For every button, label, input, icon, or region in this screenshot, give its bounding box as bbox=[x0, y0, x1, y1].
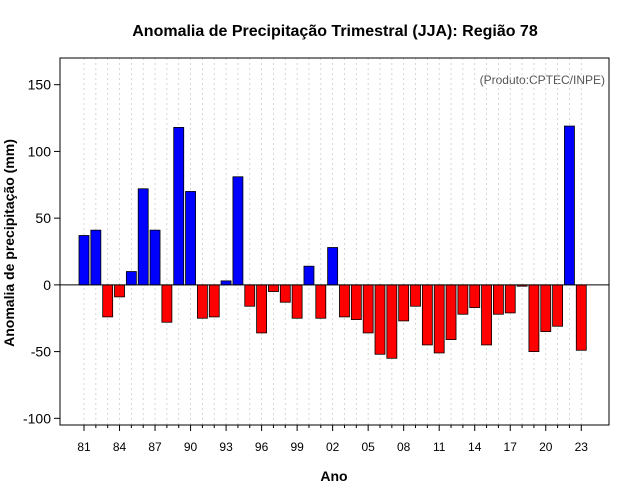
grid-lines bbox=[83, 58, 582, 425]
plot-frame bbox=[59, 57, 610, 426]
bar-2010 bbox=[421, 284, 433, 346]
x-tick-label: 84 bbox=[113, 440, 127, 454]
chart-title: Anomalia de Precipitação Trimestral (JJA… bbox=[132, 23, 538, 40]
bar-1995 bbox=[244, 284, 256, 307]
bar-1999 bbox=[291, 284, 303, 319]
x-tick-label: 87 bbox=[148, 440, 162, 454]
bar-1986 bbox=[137, 188, 149, 286]
bar-2014 bbox=[469, 284, 481, 308]
bar-2001 bbox=[315, 284, 327, 319]
x-axis: 81 84 87 90 93 96 99 02 05 08 11 14 17 20 23 bbox=[77, 425, 588, 454]
bar-1988 bbox=[161, 284, 173, 323]
bar-2013 bbox=[457, 284, 469, 315]
y-tick-label: 50 bbox=[35, 210, 51, 226]
x-tick-label: 99 bbox=[290, 440, 304, 454]
bar-1985 bbox=[125, 271, 137, 286]
bar-1990 bbox=[185, 191, 196, 286]
bar-1982 bbox=[90, 229, 102, 286]
x-tick-label: 14 bbox=[468, 440, 482, 454]
x-tick-label: 96 bbox=[255, 440, 269, 454]
x-tick-label: 93 bbox=[219, 440, 233, 454]
y-tick-label: -50 bbox=[31, 344, 51, 360]
bar-1998 bbox=[279, 284, 291, 303]
bar-2002 bbox=[327, 247, 339, 286]
y-axis-label: Anomalia de precipitação (mm) bbox=[1, 139, 17, 347]
bar-2023 bbox=[575, 284, 587, 351]
y-tick-label: 150 bbox=[28, 77, 52, 93]
x-tick-label: 23 bbox=[575, 440, 589, 454]
bar-1987 bbox=[149, 229, 161, 286]
x-tick-label: 81 bbox=[77, 440, 91, 454]
product-annotation: (Produto:CPTEC/INPE) bbox=[480, 73, 605, 87]
x-tick-label: 90 bbox=[184, 440, 198, 454]
x-tick-label: 02 bbox=[326, 440, 340, 454]
bar-1994 bbox=[232, 176, 244, 286]
bar-2000 bbox=[303, 265, 315, 286]
bar-1991 bbox=[196, 284, 208, 319]
bar-2017 bbox=[504, 284, 516, 314]
x-tick-label: 11 bbox=[433, 440, 446, 454]
y-tick-label: -100 bbox=[23, 410, 51, 426]
bar-1981 bbox=[78, 235, 90, 286]
bar-1984 bbox=[114, 284, 125, 298]
y-tick-label: 100 bbox=[28, 143, 52, 159]
x-tick-label: 20 bbox=[539, 440, 553, 454]
x-axis-label: Ano bbox=[320, 468, 347, 484]
bar-2003 bbox=[339, 284, 350, 318]
y-axis: -100 -50 0 50 100 150 bbox=[23, 77, 60, 426]
bar-1997 bbox=[268, 284, 279, 292]
bar-2007 bbox=[386, 284, 398, 359]
bar-2004 bbox=[350, 284, 362, 320]
bar-2008 bbox=[398, 284, 410, 322]
bar-2006 bbox=[374, 284, 386, 355]
bar-2019 bbox=[528, 284, 540, 353]
bar-2015 bbox=[481, 284, 492, 346]
bar-1993 bbox=[220, 280, 232, 286]
bar-series bbox=[78, 125, 587, 359]
bar-2005 bbox=[362, 284, 374, 334]
x-tick-label: 08 bbox=[397, 440, 411, 454]
bar-1983 bbox=[102, 284, 114, 318]
bar-2022 bbox=[564, 125, 575, 286]
bar-2021 bbox=[552, 284, 563, 327]
x-tick-label: 17 bbox=[504, 440, 518, 454]
bar-2020 bbox=[540, 284, 552, 332]
bar-2011 bbox=[433, 284, 445, 354]
y-tick-label: 0 bbox=[43, 277, 51, 293]
bar-2009 bbox=[410, 284, 421, 307]
x-tick-label: 05 bbox=[361, 440, 375, 454]
bar-1996 bbox=[256, 284, 268, 334]
bar-2016 bbox=[492, 284, 504, 315]
bar-1989 bbox=[173, 126, 185, 286]
bar-2012 bbox=[445, 284, 457, 340]
bar-1992 bbox=[208, 284, 220, 318]
